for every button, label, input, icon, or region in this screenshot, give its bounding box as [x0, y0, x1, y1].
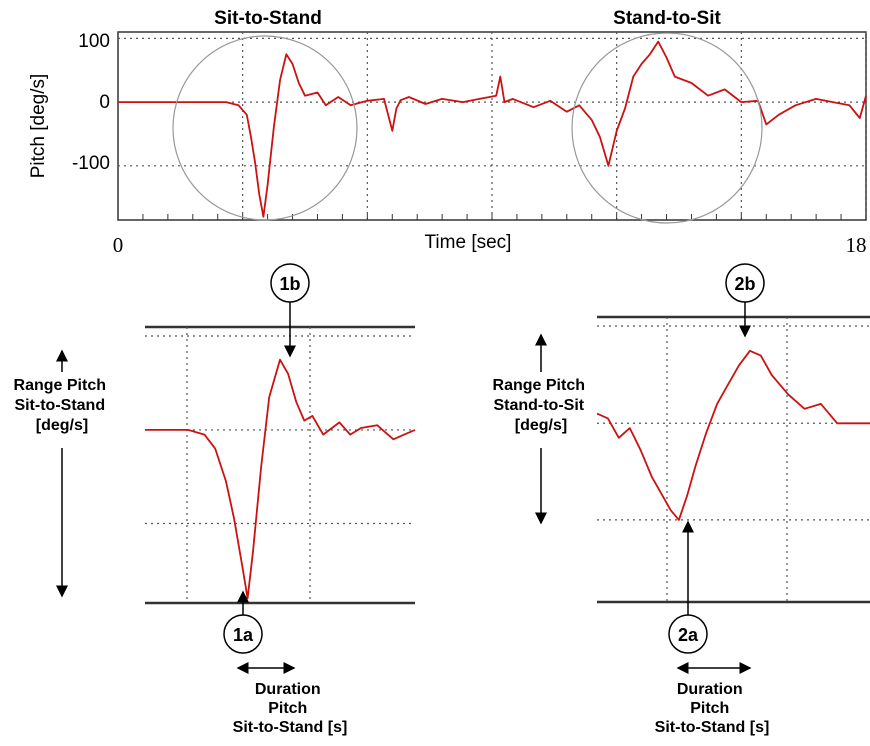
- highlight-circle-sit-to-stand: [172, 35, 358, 221]
- top-series: [118, 40, 867, 218]
- annotation-sit-to-stand: Sit-to-Stand: [214, 8, 322, 29]
- y-tick-label: 100: [78, 31, 110, 52]
- marker-1a-label: 1a: [233, 625, 254, 645]
- y-tick-label: -100: [72, 153, 110, 174]
- x-tick-label: 18: [846, 233, 867, 257]
- zoom1-grid: [145, 325, 415, 605]
- zoom1-range-label: Range Pitch Sit-to-Stand [deg/s]: [14, 377, 111, 434]
- zoom2-grid: [597, 315, 870, 604]
- y-axis-label: Pitch [deg/s]: [28, 74, 49, 179]
- marker-1b-label: 1b: [279, 274, 300, 294]
- zoom-panel-sit-to-stand: Range Pitch Sit-to-Stand [deg/s] 1b 1a D…: [14, 263, 416, 736]
- marker-2a-label: 2a: [678, 625, 699, 645]
- y-tick-label: 0: [99, 92, 110, 113]
- zoom1-duration-label: Duration Pitch Sit-to-Stand [s]: [233, 681, 348, 736]
- marker-2b-label: 2b: [734, 274, 755, 294]
- zoom-series-line: [145, 358, 416, 600]
- zoom-panel-stand-to-sit: Range Pitch Stand-to-Sit [deg/s] 2b 2a D…: [493, 263, 870, 736]
- top-chart: Sit-to-Stand Stand-to-Sit 100 0 -100 Pit…: [28, 8, 867, 257]
- zoom2-duration-label: Duration Pitch Sit-to-Stand [s]: [655, 681, 770, 736]
- zoom1-series: [145, 358, 416, 600]
- zoom2-series: [596, 349, 870, 521]
- highlight-circle-stand-to-sit: [571, 32, 763, 224]
- pitch-series-line: [118, 40, 867, 218]
- top-plot-area: [117, 31, 867, 221]
- annotation-stand-to-sit: Stand-to-Sit: [613, 8, 721, 29]
- zoom2-range-label: Range Pitch Stand-to-Sit [deg/s]: [493, 377, 590, 434]
- zoom-series-line: [596, 349, 870, 521]
- x-axis-label: Time [sec]: [425, 232, 512, 253]
- x-tick-label: 0: [113, 233, 124, 257]
- top-grid: [117, 32, 867, 220]
